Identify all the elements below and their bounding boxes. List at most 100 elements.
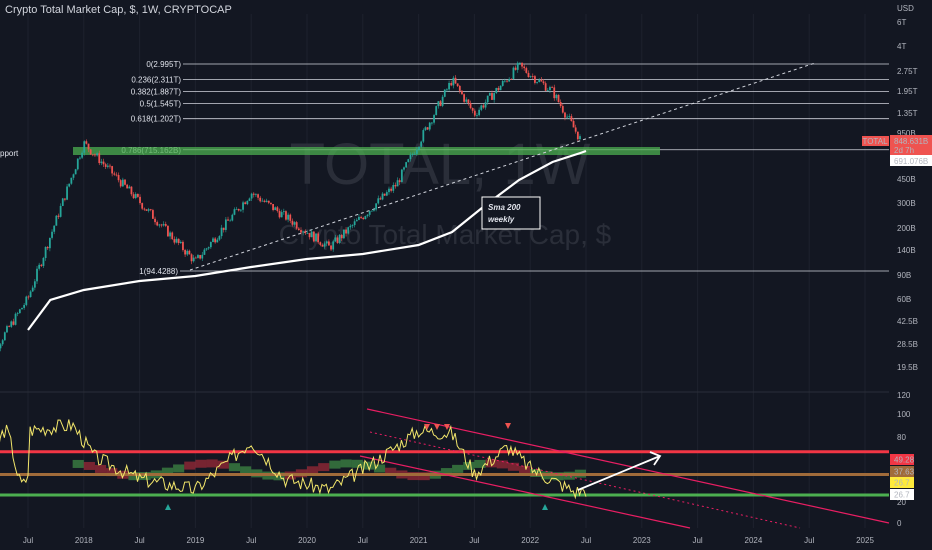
candle-body [327, 241, 330, 246]
candle-body [574, 127, 577, 132]
candle-body [259, 197, 262, 202]
candle-body [452, 77, 455, 86]
candle-body [53, 225, 56, 232]
candle-body [244, 202, 247, 205]
candle-body [48, 237, 51, 249]
total-tag [862, 136, 889, 146]
candle-body [347, 227, 350, 234]
candle-body [546, 90, 549, 91]
candle-body [199, 255, 202, 259]
rsi-cloud [362, 461, 374, 470]
candle-body [415, 149, 418, 154]
signal-up-marker [542, 504, 548, 510]
candle-body [516, 62, 519, 70]
rsi-cloud [496, 460, 508, 469]
candle-body [431, 122, 433, 124]
rsi-cloud [329, 460, 341, 469]
trendline-dashed [189, 62, 816, 271]
rsi-cloud [273, 472, 285, 481]
time-tick: Jul [246, 536, 256, 545]
candle-body [441, 96, 444, 106]
candle-body [525, 68, 528, 73]
price-axis[interactable]: USD 6T 4T 2.75T 1.95T 1.35T 950B 450B 300B 200B 14… [862, 4, 932, 528]
candle-body [351, 225, 354, 226]
candle-body [285, 211, 287, 220]
rsi-tag-value: 37.63 [894, 468, 915, 477]
candle-body [242, 202, 244, 210]
time-tick: Jul [469, 536, 479, 545]
candle-body [85, 141, 88, 144]
price-tick: 90B [897, 271, 911, 280]
candle-body [411, 154, 414, 156]
rsi-cloud [106, 468, 118, 477]
candle-body [461, 90, 463, 95]
note-box [481, 196, 541, 230]
candle-body [227, 219, 229, 221]
candle-body [572, 120, 575, 128]
candle-body [173, 239, 176, 243]
trendline[interactable] [189, 62, 816, 271]
candle-body [437, 101, 440, 107]
sma-note[interactable]: Sma 200 weekly [481, 196, 541, 230]
candle-body [424, 127, 427, 131]
rsi-cloud [217, 460, 229, 469]
candle-body [102, 161, 105, 165]
rsi-cloud [385, 467, 397, 476]
candle-body [162, 224, 165, 226]
candle-body [491, 92, 493, 100]
time-axis[interactable]: Jul 2018 Jul 2019 Jul 2020 Jul 2021 Jul 2022 Jul 20… [0, 391, 889, 545]
rsi-tag-value: 26.7 [894, 479, 910, 488]
candle-body [167, 225, 169, 237]
rsi-cloud [452, 464, 464, 473]
support-zone[interactable]: pport [0, 147, 660, 158]
price-tick: 2.75T [897, 67, 918, 76]
rsi-tag-value: 26.7 [894, 491, 910, 500]
candle-body [121, 179, 124, 187]
candle-body [377, 198, 380, 204]
rsi-cloud [94, 464, 107, 473]
candle-body [132, 194, 135, 199]
candle-body [117, 175, 120, 181]
candle-body [420, 141, 423, 147]
candle-body [559, 102, 562, 107]
candle-body [115, 174, 118, 176]
candle-body [336, 237, 339, 243]
price-tag-value: 848.631B [894, 137, 928, 146]
rsi-cloud [418, 472, 430, 481]
chart-header: Crypto Total Market Cap, $, 1W, CRYPTOCA… [5, 4, 232, 16]
candle-body [370, 210, 373, 212]
rsi-line [0, 419, 587, 500]
candle-body [473, 110, 476, 116]
price-tick: 1.35T [897, 109, 918, 118]
time-tick: 2022 [521, 536, 539, 545]
watermark: TOTAL, 1W Crypto Total Market Cap, $ [279, 132, 612, 250]
candle-body [46, 247, 49, 249]
candle-body [272, 204, 274, 211]
candle-body [497, 88, 500, 91]
signal-down-marker [505, 423, 511, 429]
candle-body [413, 153, 416, 155]
rsi-cloud [519, 465, 531, 474]
candle-body [55, 215, 58, 226]
candle-body [201, 254, 204, 259]
candle-body [476, 115, 478, 116]
candle-body [12, 321, 15, 325]
candle-body [203, 249, 206, 255]
candle-body [188, 250, 191, 255]
channel-mid [369, 431, 801, 529]
candle-body [248, 198, 251, 201]
candle-body [23, 304, 26, 308]
candle-body [349, 225, 352, 228]
channel-bottom [359, 455, 691, 529]
candle-body [16, 313, 19, 314]
rsi-cloud [440, 468, 453, 477]
candle-body [340, 234, 343, 239]
support-band [73, 147, 660, 155]
candle-body [257, 194, 259, 198]
candle-body [529, 76, 532, 78]
candle-body [261, 200, 264, 202]
candle-body [392, 185, 395, 191]
candle-body [233, 209, 236, 215]
candle-body [218, 236, 221, 240]
